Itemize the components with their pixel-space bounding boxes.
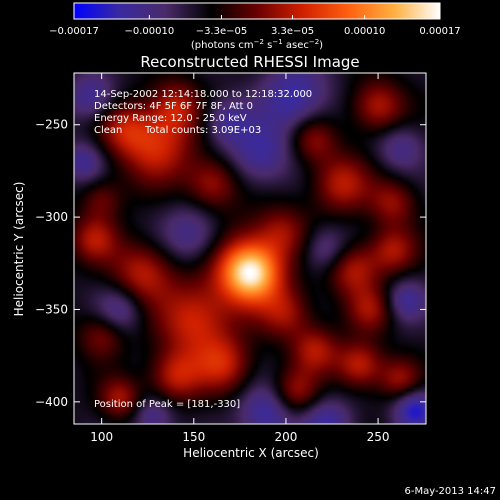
colorbar-swatch <box>73 2 441 20</box>
colorbar-tick-label: 3.3e−05 <box>271 26 314 37</box>
y-axis-ticks: −250 −300 −350 −400 <box>35 118 426 409</box>
y-axis-label: Heliocentric Y (arcsec) <box>12 182 26 317</box>
heatmap-image <box>74 73 426 424</box>
y-tick-label: −350 <box>35 302 68 316</box>
plot-area <box>73 72 427 425</box>
timestamp: 6-May-2013 14:47 <box>404 486 496 497</box>
info-annotation: 14-Sep-2002 12:14:18.000 to 12:18:32.000… <box>94 89 312 136</box>
colorbar-tick-label: 0.00017 <box>419 26 460 37</box>
x-tick-label: 200 <box>274 430 297 444</box>
colorbar-tick-label: 0.00010 <box>344 26 385 37</box>
colorbar-tick-label: −0.00010 <box>124 26 174 37</box>
x-tick-label: 150 <box>182 430 205 444</box>
y-tick-label: −300 <box>35 210 68 224</box>
info-energy-range: Energy Range: 12.0 - 25.0 keV <box>94 113 247 124</box>
info-algorithm: Clean <box>94 125 122 136</box>
y-tick-label: −400 <box>35 395 68 409</box>
colorbar-tick-label: −0.00017 <box>49 26 99 37</box>
chart-title: Reconstructed RHESSI Image <box>140 53 359 71</box>
info-detectors: Detectors: 4F 5F 6F 7F 8F, Att 0 <box>94 101 253 112</box>
colorbar-tick-label: −3.3e−05 <box>196 26 248 37</box>
colorbar: −0.00017 −0.00010 −3.3e−05 3.3e−05 0.00010 0.… <box>49 2 461 51</box>
y-tick-label: −250 <box>35 118 68 132</box>
plot-frame <box>73 72 427 425</box>
info-total-counts: Total counts: 3.09E+03 <box>144 125 261 136</box>
x-axis-ticks: 100 150 200 250 <box>90 73 390 444</box>
x-axis-label: Heliocentric X (arcsec) <box>183 446 319 460</box>
info-time-range: 14-Sep-2002 12:14:18.000 to 12:18:32.000 <box>94 89 312 100</box>
colorbar-ticks: −0.00017 −0.00010 −3.3e−05 3.3e−05 0.00010 0.… <box>49 15 461 37</box>
peak-position-label: Position of Peak = [181,-330] <box>94 399 240 410</box>
colorbar-units: (photons cm−2 s−1 asec−2) <box>191 38 323 51</box>
x-tick-label: 100 <box>90 430 113 444</box>
x-tick-label: 250 <box>367 430 390 444</box>
